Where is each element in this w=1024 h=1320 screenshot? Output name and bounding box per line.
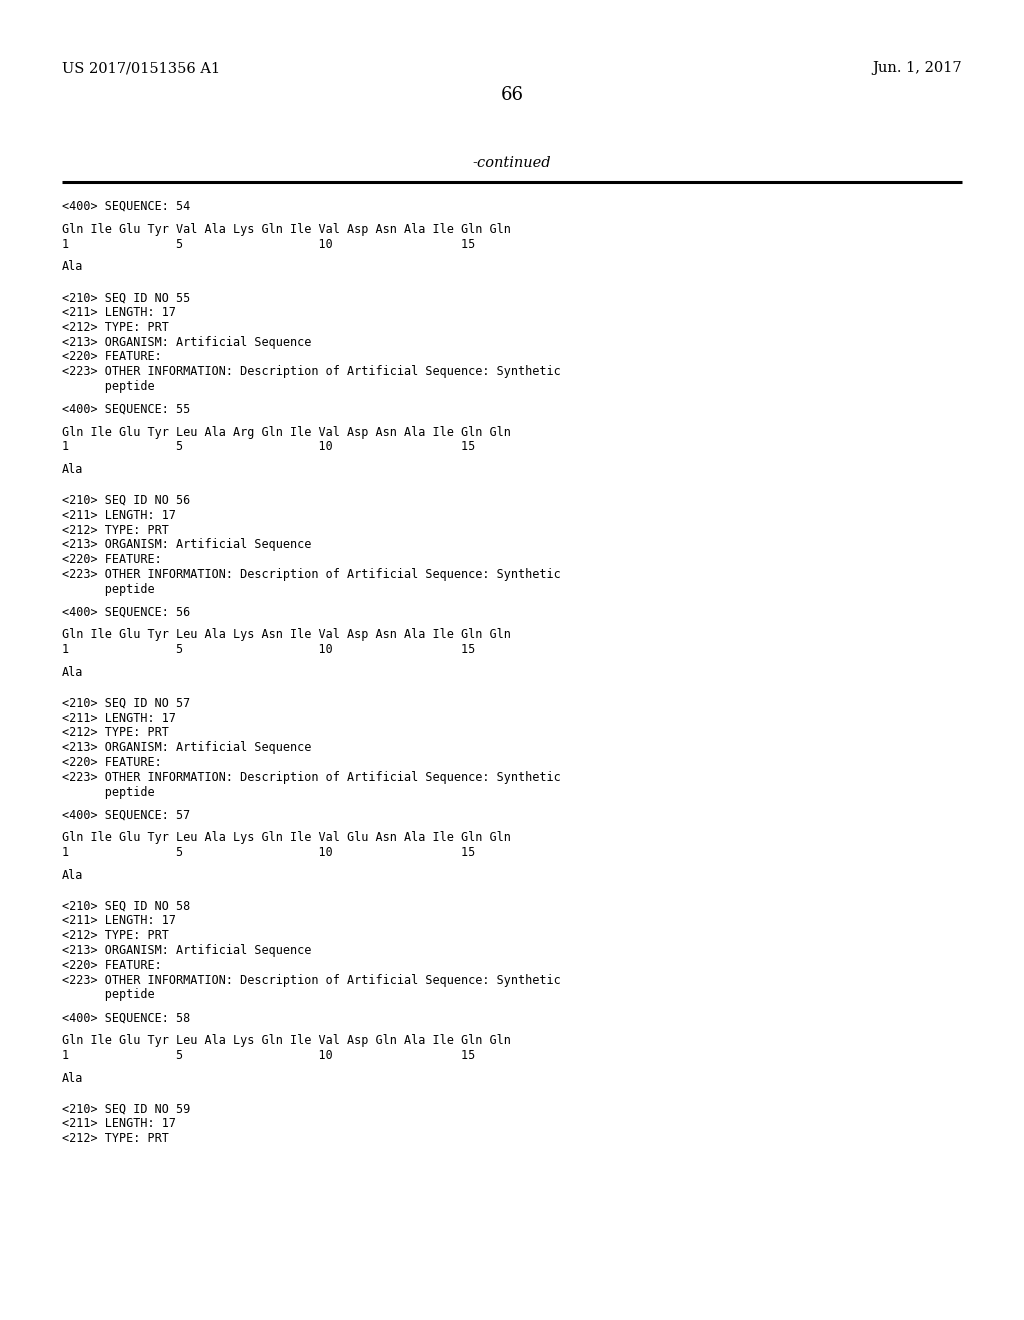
Text: 1               5                   10                  15: 1 5 10 15 <box>62 441 475 453</box>
Text: <211> LENGTH: 17: <211> LENGTH: 17 <box>62 915 176 928</box>
Text: Gln Ile Glu Tyr Leu Ala Lys Gln Ile Val Glu Asn Ala Ile Gln Gln: Gln Ile Glu Tyr Leu Ala Lys Gln Ile Val … <box>62 832 511 845</box>
Text: Ala: Ala <box>62 869 83 882</box>
Text: <400> SEQUENCE: 55: <400> SEQUENCE: 55 <box>62 403 190 416</box>
Text: <211> LENGTH: 17: <211> LENGTH: 17 <box>62 306 176 319</box>
Text: <220> FEATURE:: <220> FEATURE: <box>62 756 162 770</box>
Text: <212> TYPE: PRT: <212> TYPE: PRT <box>62 321 169 334</box>
Text: Ala: Ala <box>62 1072 83 1085</box>
Text: <400> SEQUENCE: 54: <400> SEQUENCE: 54 <box>62 201 190 213</box>
Text: Gln Ile Glu Tyr Leu Ala Arg Gln Ile Val Asp Asn Ala Ile Gln Gln: Gln Ile Glu Tyr Leu Ala Arg Gln Ile Val … <box>62 425 511 438</box>
Text: <220> FEATURE:: <220> FEATURE: <box>62 553 162 566</box>
Text: peptide: peptide <box>62 583 155 595</box>
Text: <400> SEQUENCE: 57: <400> SEQUENCE: 57 <box>62 808 190 821</box>
Text: peptide: peptide <box>62 989 155 1002</box>
Text: <213> ORGANISM: Artificial Sequence: <213> ORGANISM: Artificial Sequence <box>62 742 311 754</box>
Text: <223> OTHER INFORMATION: Description of Artificial Sequence: Synthetic: <223> OTHER INFORMATION: Description of … <box>62 771 561 784</box>
Text: <220> FEATURE:: <220> FEATURE: <box>62 350 162 363</box>
Text: Gln Ile Glu Tyr Leu Ala Lys Asn Ile Val Asp Asn Ala Ile Gln Gln: Gln Ile Glu Tyr Leu Ala Lys Asn Ile Val … <box>62 628 511 642</box>
Text: Ala: Ala <box>62 667 83 678</box>
Text: <400> SEQUENCE: 56: <400> SEQUENCE: 56 <box>62 606 190 619</box>
Text: <223> OTHER INFORMATION: Description of Artificial Sequence: Synthetic: <223> OTHER INFORMATION: Description of … <box>62 974 561 986</box>
Text: <213> ORGANISM: Artificial Sequence: <213> ORGANISM: Artificial Sequence <box>62 944 311 957</box>
Text: <211> LENGTH: 17: <211> LENGTH: 17 <box>62 711 176 725</box>
Text: peptide: peptide <box>62 785 155 799</box>
Text: <213> ORGANISM: Artificial Sequence: <213> ORGANISM: Artificial Sequence <box>62 335 311 348</box>
Text: <212> TYPE: PRT: <212> TYPE: PRT <box>62 1133 169 1144</box>
Text: <212> TYPE: PRT: <212> TYPE: PRT <box>62 726 169 739</box>
Text: Ala: Ala <box>62 260 83 273</box>
Text: <400> SEQUENCE: 58: <400> SEQUENCE: 58 <box>62 1011 190 1024</box>
Text: Gln Ile Glu Tyr Val Ala Lys Gln Ile Val Asp Asn Ala Ile Gln Gln: Gln Ile Glu Tyr Val Ala Lys Gln Ile Val … <box>62 223 511 236</box>
Text: <212> TYPE: PRT: <212> TYPE: PRT <box>62 524 169 537</box>
Text: 66: 66 <box>501 86 523 104</box>
Text: 1               5                   10                  15: 1 5 10 15 <box>62 846 475 859</box>
Text: <220> FEATURE:: <220> FEATURE: <box>62 958 162 972</box>
Text: <223> OTHER INFORMATION: Description of Artificial Sequence: Synthetic: <223> OTHER INFORMATION: Description of … <box>62 568 561 581</box>
Text: Ala: Ala <box>62 463 83 477</box>
Text: <223> OTHER INFORMATION: Description of Artificial Sequence: Synthetic: <223> OTHER INFORMATION: Description of … <box>62 366 561 379</box>
Text: Jun. 1, 2017: Jun. 1, 2017 <box>872 61 962 75</box>
Text: Gln Ile Glu Tyr Leu Ala Lys Gln Ile Val Asp Gln Ala Ile Gln Gln: Gln Ile Glu Tyr Leu Ala Lys Gln Ile Val … <box>62 1034 511 1047</box>
Text: peptide: peptide <box>62 380 155 393</box>
Text: 1               5                   10                  15: 1 5 10 15 <box>62 1049 475 1061</box>
Text: <210> SEQ ID NO 55: <210> SEQ ID NO 55 <box>62 292 190 304</box>
Text: <210> SEQ ID NO 59: <210> SEQ ID NO 59 <box>62 1102 190 1115</box>
Text: <210> SEQ ID NO 58: <210> SEQ ID NO 58 <box>62 900 190 912</box>
Text: -continued: -continued <box>473 156 551 170</box>
Text: <212> TYPE: PRT: <212> TYPE: PRT <box>62 929 169 942</box>
Text: US 2017/0151356 A1: US 2017/0151356 A1 <box>62 61 220 75</box>
Text: <211> LENGTH: 17: <211> LENGTH: 17 <box>62 1117 176 1130</box>
Text: <210> SEQ ID NO 57: <210> SEQ ID NO 57 <box>62 697 190 710</box>
Text: 1               5                   10                  15: 1 5 10 15 <box>62 238 475 251</box>
Text: <211> LENGTH: 17: <211> LENGTH: 17 <box>62 508 176 521</box>
Text: 1               5                   10                  15: 1 5 10 15 <box>62 643 475 656</box>
Text: <210> SEQ ID NO 56: <210> SEQ ID NO 56 <box>62 494 190 507</box>
Text: <213> ORGANISM: Artificial Sequence: <213> ORGANISM: Artificial Sequence <box>62 539 311 552</box>
